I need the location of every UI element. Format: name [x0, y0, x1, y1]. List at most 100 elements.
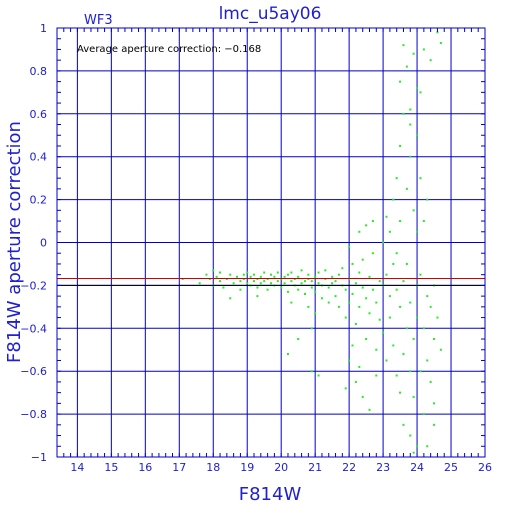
- data-point: [253, 273, 256, 276]
- data-point: [422, 220, 425, 223]
- data-point: [416, 445, 419, 448]
- data-point: [412, 209, 415, 212]
- data-point: [303, 280, 306, 283]
- x-tick-label: 14: [70, 461, 84, 474]
- data-point: [334, 280, 337, 283]
- data-point: [371, 288, 374, 291]
- data-point: [212, 269, 215, 272]
- data-point: [395, 288, 398, 291]
- data-point: [378, 318, 381, 321]
- data-point: [412, 338, 415, 341]
- data-point: [375, 301, 378, 304]
- data-point: [395, 374, 398, 377]
- data-point: [351, 344, 354, 347]
- data-point: [395, 177, 398, 180]
- data-point: [256, 286, 259, 289]
- data-point: [337, 305, 340, 308]
- data-point: [433, 338, 436, 341]
- data-point: [412, 451, 415, 454]
- average-correction-note: Average aperture correction: −0.168: [77, 44, 261, 55]
- data-point: [429, 380, 432, 383]
- data-point: [317, 374, 320, 377]
- data-point: [433, 423, 436, 426]
- reference-lines: [57, 278, 485, 286]
- data-point: [286, 290, 289, 293]
- data-point: [354, 282, 357, 285]
- data-point: [399, 391, 402, 394]
- data-point: [317, 271, 320, 274]
- y-tick-label: −1: [31, 451, 47, 464]
- data-point: [317, 282, 320, 285]
- data-point: [307, 305, 310, 308]
- data-point: [416, 134, 419, 137]
- data-point: [399, 144, 402, 147]
- data-point: [385, 215, 388, 218]
- data-point: [351, 292, 354, 295]
- data-point: [426, 198, 429, 201]
- data-point: [382, 241, 385, 244]
- data-point: [426, 359, 429, 362]
- data-point: [239, 288, 242, 291]
- y-tick-label: −0.2: [20, 279, 47, 292]
- data-point: [310, 280, 313, 283]
- data-point: [368, 275, 371, 278]
- data-point: [246, 271, 249, 274]
- data-point: [426, 295, 429, 298]
- data-point: [249, 275, 252, 278]
- data-point: [300, 269, 303, 272]
- data-point: [239, 280, 242, 283]
- data-point: [405, 327, 408, 330]
- y-tick-label: 0.4: [30, 151, 48, 164]
- data-point: [270, 273, 272, 276]
- data-point: [388, 316, 391, 319]
- data-point: [310, 370, 313, 373]
- x-tick-label: 24: [410, 461, 424, 474]
- x-tick-label: 25: [444, 461, 458, 474]
- data-point: [361, 395, 364, 398]
- data-point: [399, 220, 402, 223]
- data-point: [242, 273, 245, 276]
- x-axis-label: F814W: [239, 484, 302, 505]
- data-point: [419, 177, 422, 180]
- data-point: [229, 297, 232, 300]
- data-point: [388, 295, 391, 298]
- data-point: [419, 370, 422, 373]
- data-point: [409, 155, 412, 158]
- data-point: [276, 280, 279, 283]
- data-point: [385, 359, 388, 362]
- x-tick-label: 19: [240, 461, 254, 474]
- data-point: [246, 282, 249, 285]
- data-point: [365, 224, 368, 227]
- data-point: [382, 331, 385, 334]
- data-point: [368, 312, 371, 315]
- y-tick-label: 0: [40, 237, 47, 250]
- data-point: [300, 282, 303, 285]
- data-point: [371, 252, 374, 255]
- data-point: [402, 44, 405, 47]
- data-point: [409, 108, 412, 111]
- data-point: [256, 295, 259, 298]
- data-point: [331, 275, 334, 278]
- data-point: [348, 301, 351, 304]
- data-point: [436, 31, 439, 34]
- axis-ticks: 14 15 16 17 18 19 20 21 22 23 24 25 26 −1 −0.8 −0.6 −0.4…: [20, 22, 492, 474]
- data-point: [219, 271, 222, 274]
- data-point: [402, 423, 405, 426]
- x-tick-label: 16: [138, 461, 152, 474]
- data-point: [365, 297, 368, 300]
- data-point: [419, 273, 422, 276]
- data-point: [331, 282, 334, 285]
- data-point: [283, 275, 286, 278]
- data-point: [344, 387, 347, 390]
- y-tick-label: −0.8: [20, 408, 47, 421]
- data-point: [429, 305, 432, 308]
- data-point: [399, 80, 402, 83]
- data-point: [409, 123, 412, 126]
- data-point: [273, 275, 276, 278]
- data-point: [310, 327, 313, 330]
- data-point: [388, 230, 391, 233]
- data-point: [365, 338, 368, 341]
- data-point: [314, 312, 317, 315]
- data-point: [276, 271, 279, 274]
